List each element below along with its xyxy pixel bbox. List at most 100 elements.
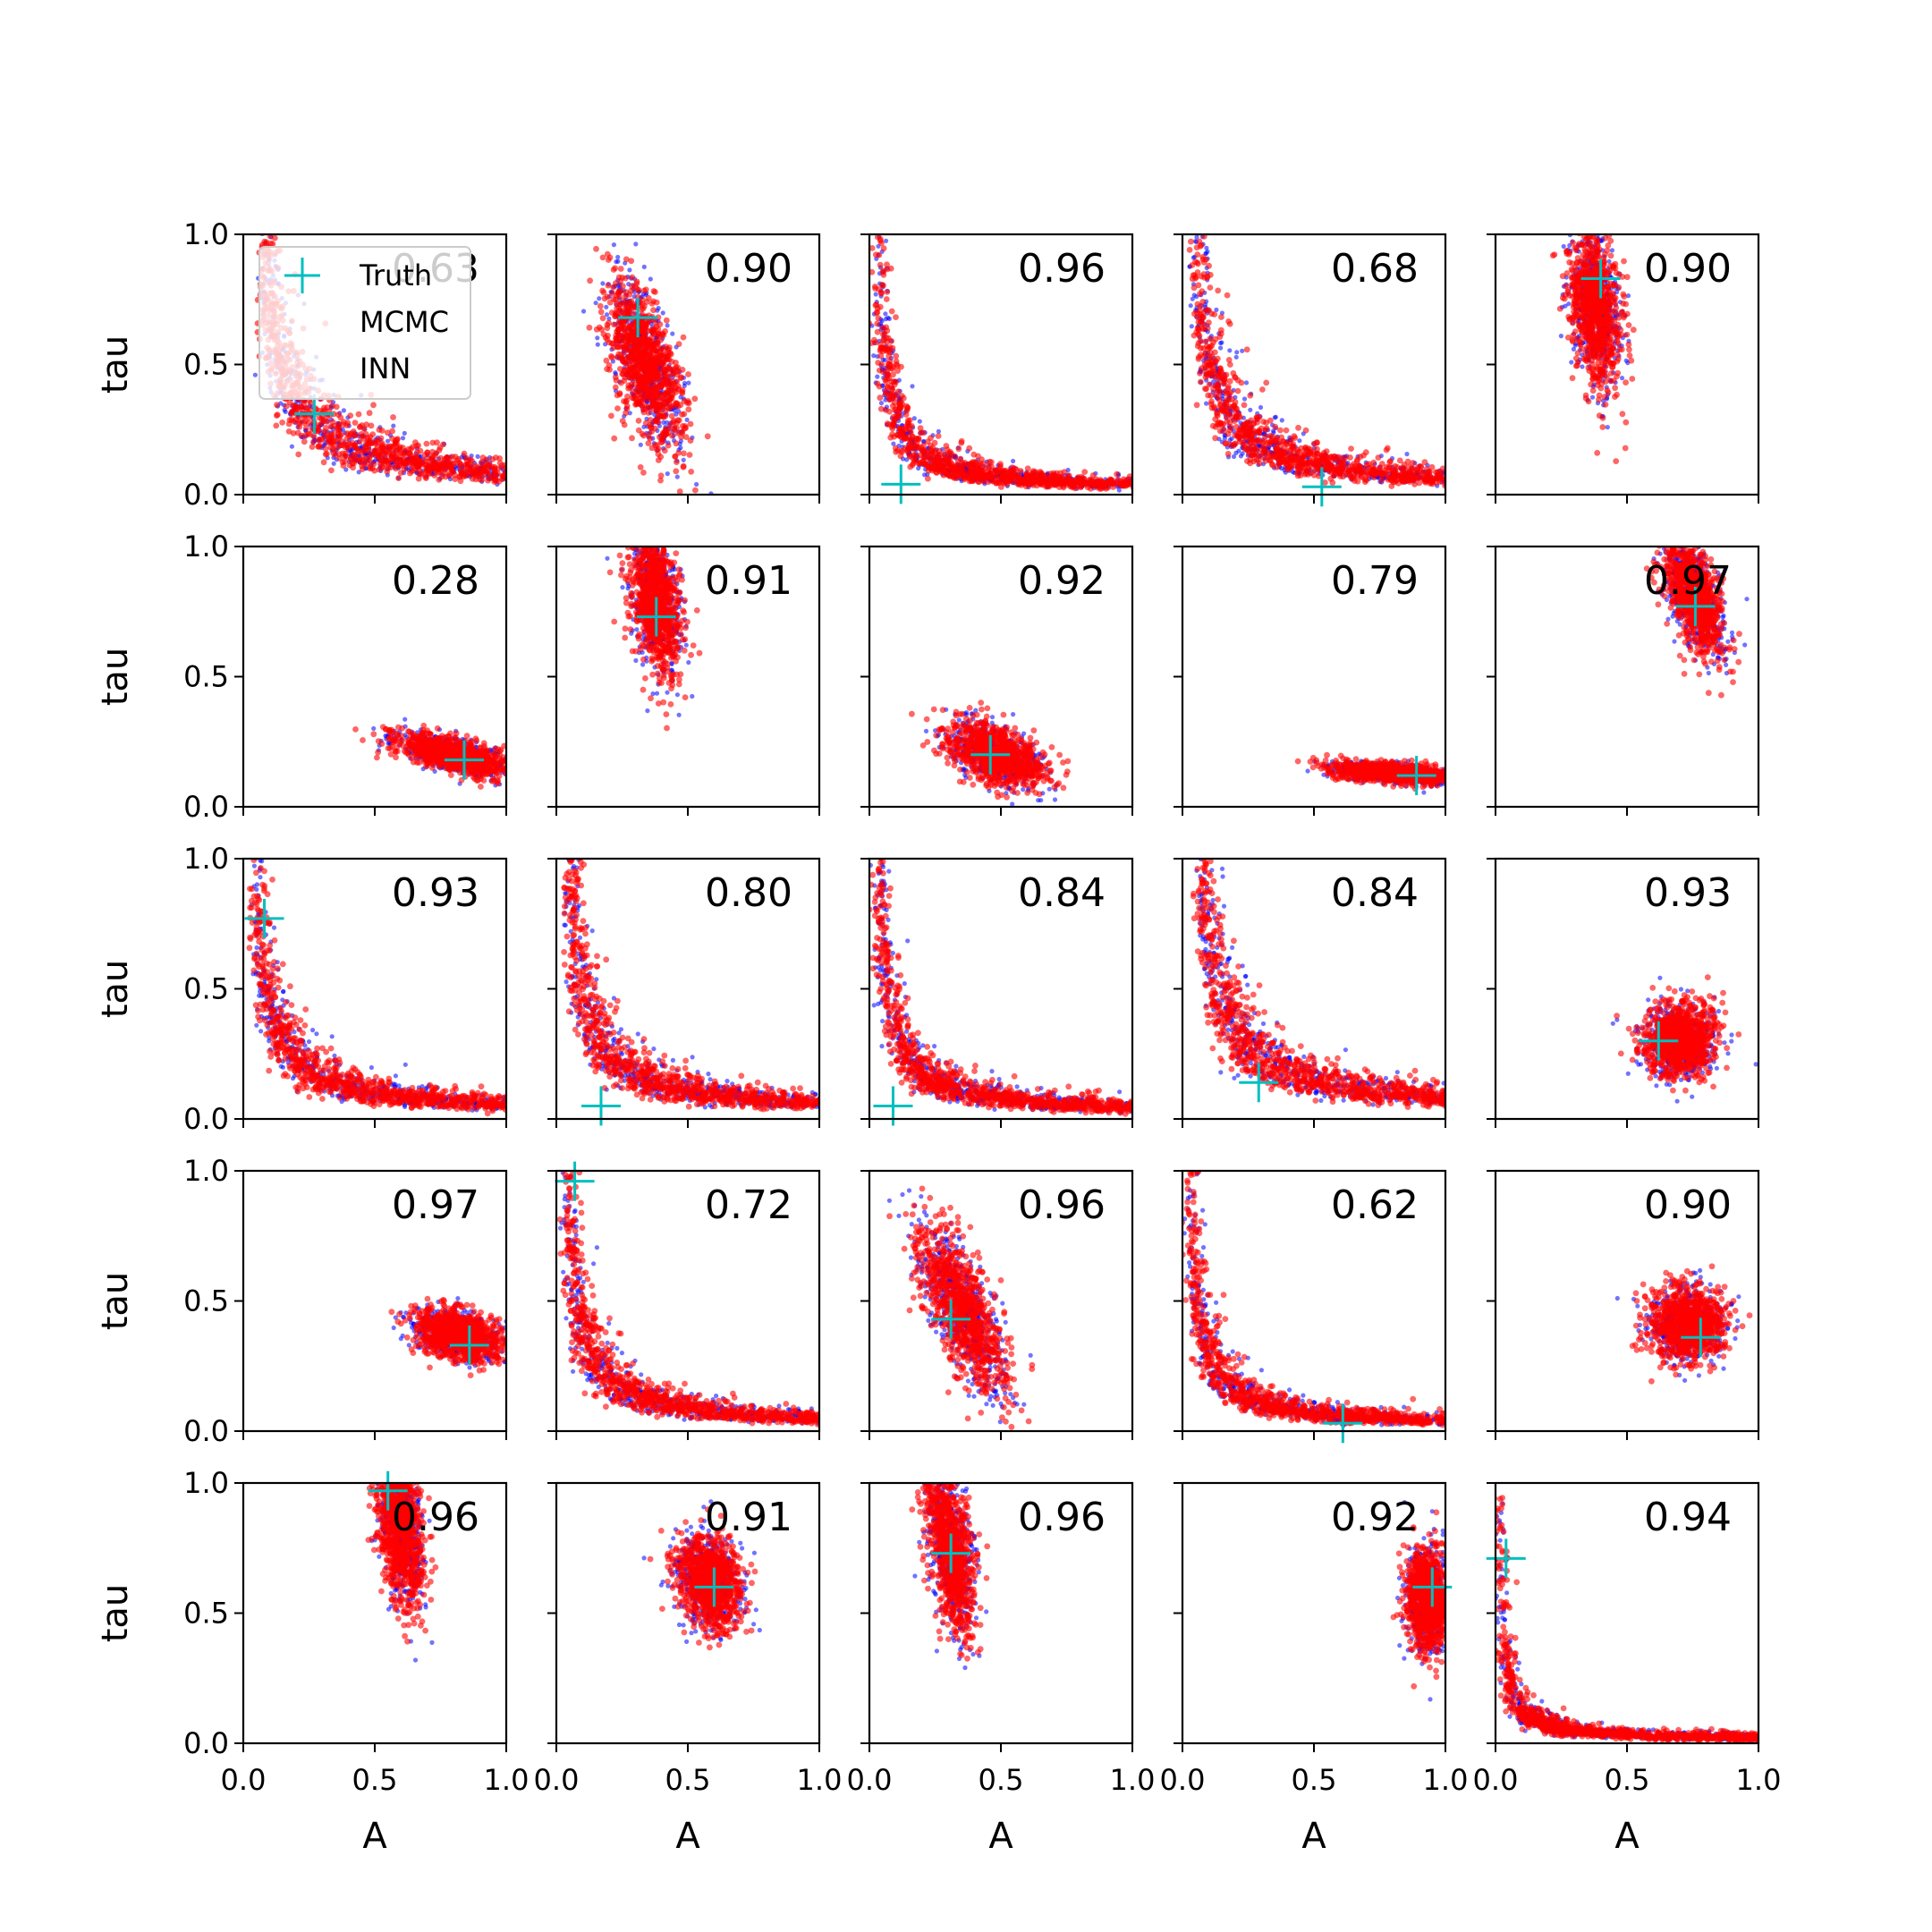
mcmc-point xyxy=(1272,415,1277,420)
mcmc-point xyxy=(627,411,632,416)
y-axis-label: tau xyxy=(95,335,136,394)
inn-point xyxy=(620,318,627,324)
inn-point xyxy=(650,393,657,400)
inn-point xyxy=(674,403,682,410)
inn-point xyxy=(652,319,659,326)
inn-point xyxy=(362,430,369,437)
inn-point xyxy=(477,476,483,483)
inn-point xyxy=(687,437,694,444)
inn-point xyxy=(434,439,440,446)
inn-point xyxy=(635,287,642,293)
mcmc-point xyxy=(878,401,885,406)
inn-point xyxy=(332,452,339,459)
mcmc-point xyxy=(606,316,612,321)
mcmc-point xyxy=(1243,380,1250,386)
inn-point xyxy=(889,431,895,437)
inn-point xyxy=(606,254,614,261)
inn-point xyxy=(274,402,280,409)
inn-point xyxy=(452,476,459,482)
inn-point xyxy=(688,469,695,475)
mcmc-point xyxy=(682,383,687,388)
inn-point xyxy=(407,470,413,477)
inn-point xyxy=(329,419,336,426)
inn-point xyxy=(892,445,899,452)
inn-point xyxy=(966,478,973,485)
mcmc-point xyxy=(678,438,684,444)
inn-point xyxy=(485,462,492,470)
mcmc-point xyxy=(1404,452,1410,457)
inn-point xyxy=(938,468,945,475)
inn-point xyxy=(1083,481,1090,488)
inn-point xyxy=(619,275,625,281)
inn-samples xyxy=(1186,234,1445,489)
inn-point xyxy=(675,341,682,347)
inn-point xyxy=(619,355,625,362)
inn-point xyxy=(669,432,675,439)
inn-point xyxy=(916,445,922,452)
inn-point xyxy=(605,282,612,289)
inn-point xyxy=(501,465,506,472)
inn-point xyxy=(878,344,886,352)
truth-marker xyxy=(881,464,921,504)
inn-point xyxy=(429,453,436,460)
inn-point xyxy=(1103,486,1109,492)
inn-point xyxy=(492,470,498,477)
inn-point xyxy=(339,438,346,445)
inn-point xyxy=(599,254,606,261)
inn-point xyxy=(586,324,593,331)
inn-point xyxy=(668,403,674,411)
inn-point xyxy=(635,399,642,405)
inn-point xyxy=(685,371,691,377)
inn-point xyxy=(968,466,974,472)
inn-point xyxy=(1028,479,1034,486)
mcmc-point xyxy=(1222,436,1227,441)
inn-point xyxy=(893,314,899,320)
inn-point xyxy=(673,385,679,391)
inn-point xyxy=(286,417,293,423)
inn-point xyxy=(673,440,680,447)
inn-point xyxy=(359,462,366,470)
inn-point xyxy=(876,383,883,390)
inn-point xyxy=(872,339,879,346)
inn-point xyxy=(316,422,322,428)
inn-point xyxy=(869,268,876,275)
inn-point xyxy=(1081,469,1089,475)
inn-point xyxy=(626,332,633,339)
inn-point xyxy=(887,265,894,272)
mcmc-point xyxy=(1227,348,1233,353)
inn-point xyxy=(612,384,619,391)
mcmc-point xyxy=(684,417,690,422)
inn-point xyxy=(681,411,688,418)
inn-point xyxy=(620,283,626,290)
inn-point xyxy=(982,465,988,472)
inn-point xyxy=(436,445,444,451)
inn-point xyxy=(665,397,672,404)
inn-point xyxy=(1063,476,1070,483)
inn-point xyxy=(1202,338,1209,345)
inn-point xyxy=(344,419,352,427)
inn-point xyxy=(674,364,682,371)
inn-point xyxy=(446,472,453,479)
inn-point xyxy=(931,463,937,470)
mcmc-point xyxy=(600,281,606,286)
inn-point xyxy=(394,436,401,444)
mcmc-point xyxy=(694,481,699,487)
inn-point xyxy=(1080,476,1088,483)
inn-point xyxy=(302,432,309,438)
inn-point xyxy=(680,334,687,341)
mcmc-point xyxy=(1238,453,1243,459)
mcmc-point xyxy=(1241,396,1248,402)
inn-point xyxy=(617,288,624,294)
inn-point xyxy=(415,475,422,482)
inn-point xyxy=(996,477,1003,483)
mcmc-point xyxy=(385,438,391,444)
inn-point xyxy=(385,429,391,436)
inn-point xyxy=(994,470,1001,477)
inn-point xyxy=(877,352,885,360)
inn-point xyxy=(928,451,936,458)
inn-point xyxy=(884,420,891,428)
inn-point xyxy=(318,436,325,444)
inn-point xyxy=(386,445,393,453)
inn-point xyxy=(659,431,666,437)
inn-point xyxy=(324,451,330,457)
